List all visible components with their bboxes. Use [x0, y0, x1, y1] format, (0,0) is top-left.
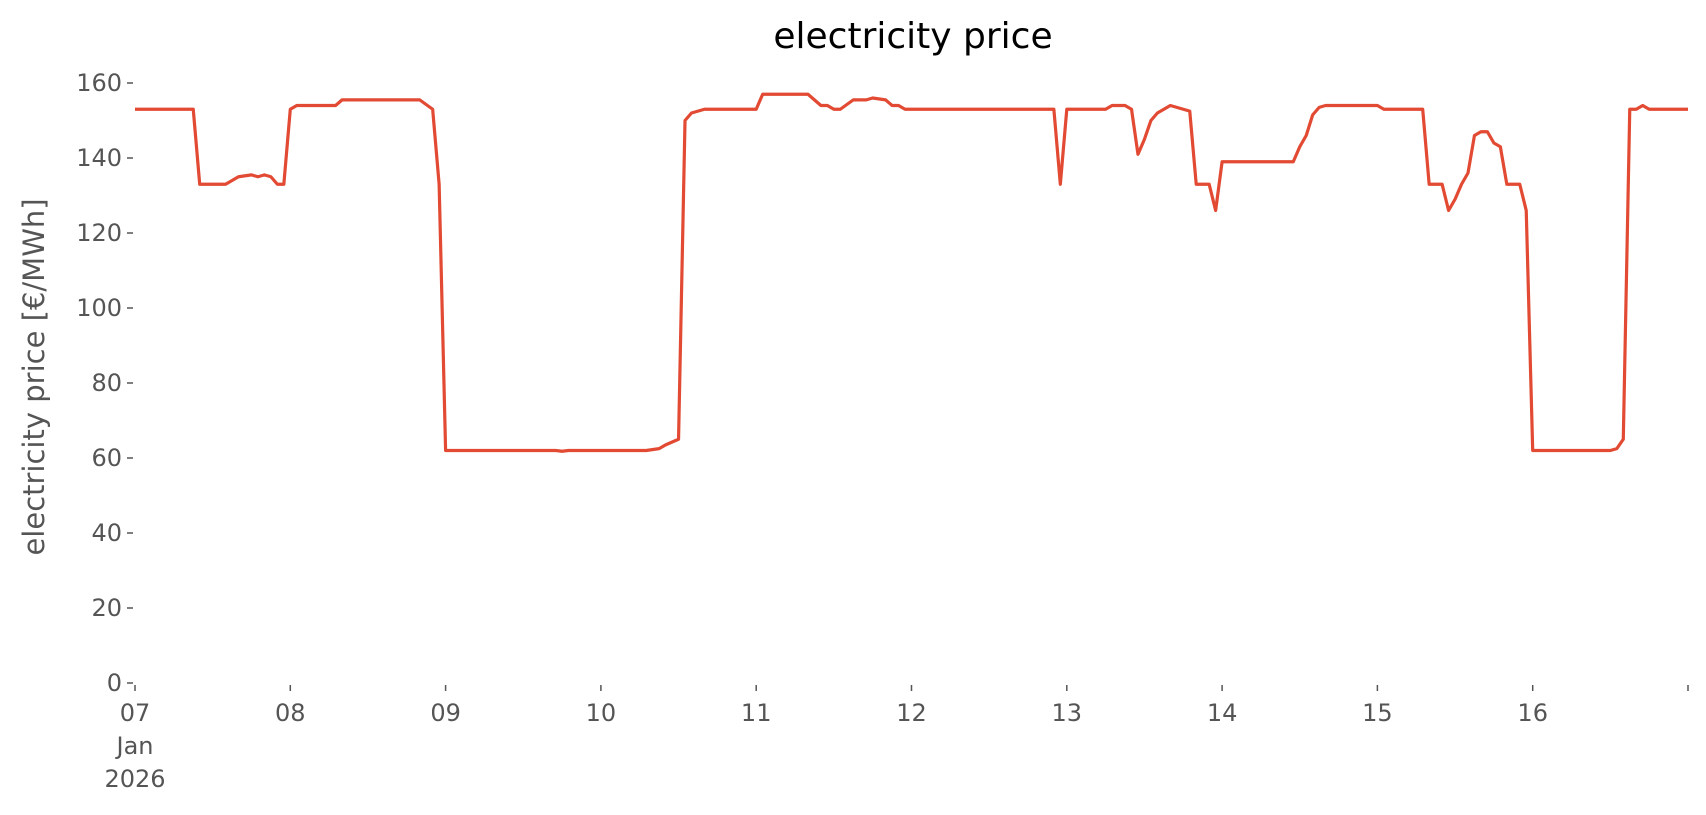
x-tick-label: Jan: [115, 732, 154, 760]
x-tick-label: 08: [275, 699, 306, 727]
x-tick-label: 09: [430, 699, 461, 727]
x-tick-label: 13: [1052, 699, 1083, 727]
y-tick-label: 0: [107, 669, 122, 697]
x-tick-label: 16: [1517, 699, 1548, 727]
y-tick-label: 160: [76, 69, 122, 97]
y-axis-label: electricity price [€/MWh]: [17, 198, 51, 555]
y-tick-label: 140: [76, 144, 122, 172]
series-line-0: [135, 92, 1688, 453]
y-tick-label: 60: [91, 444, 122, 472]
y-tick-label: 40: [91, 519, 122, 547]
y-tick-label: 120: [76, 219, 122, 247]
plot-area: [135, 92, 1688, 453]
x-tick-label: 12: [896, 699, 927, 727]
y-tick-label: 80: [91, 369, 122, 397]
x-axis: 07 Jan 2026 08 09 10 11 12 13 14 15 16: [104, 685, 1689, 793]
x-tick-label: 11: [741, 699, 772, 727]
x-tick-label: 15: [1362, 699, 1393, 727]
y-tick-label: 100: [76, 294, 122, 322]
y-axis: 0 20 40 60 80 100 120 140 160: [76, 69, 133, 697]
chart-title: electricity price: [773, 16, 1052, 57]
x-tick-label: 14: [1207, 699, 1238, 727]
x-tick-label: 07: [120, 699, 151, 727]
x-tick-label: 2026: [104, 765, 165, 793]
y-tick-label: 20: [91, 594, 122, 622]
x-tick-label: 10: [586, 699, 617, 727]
